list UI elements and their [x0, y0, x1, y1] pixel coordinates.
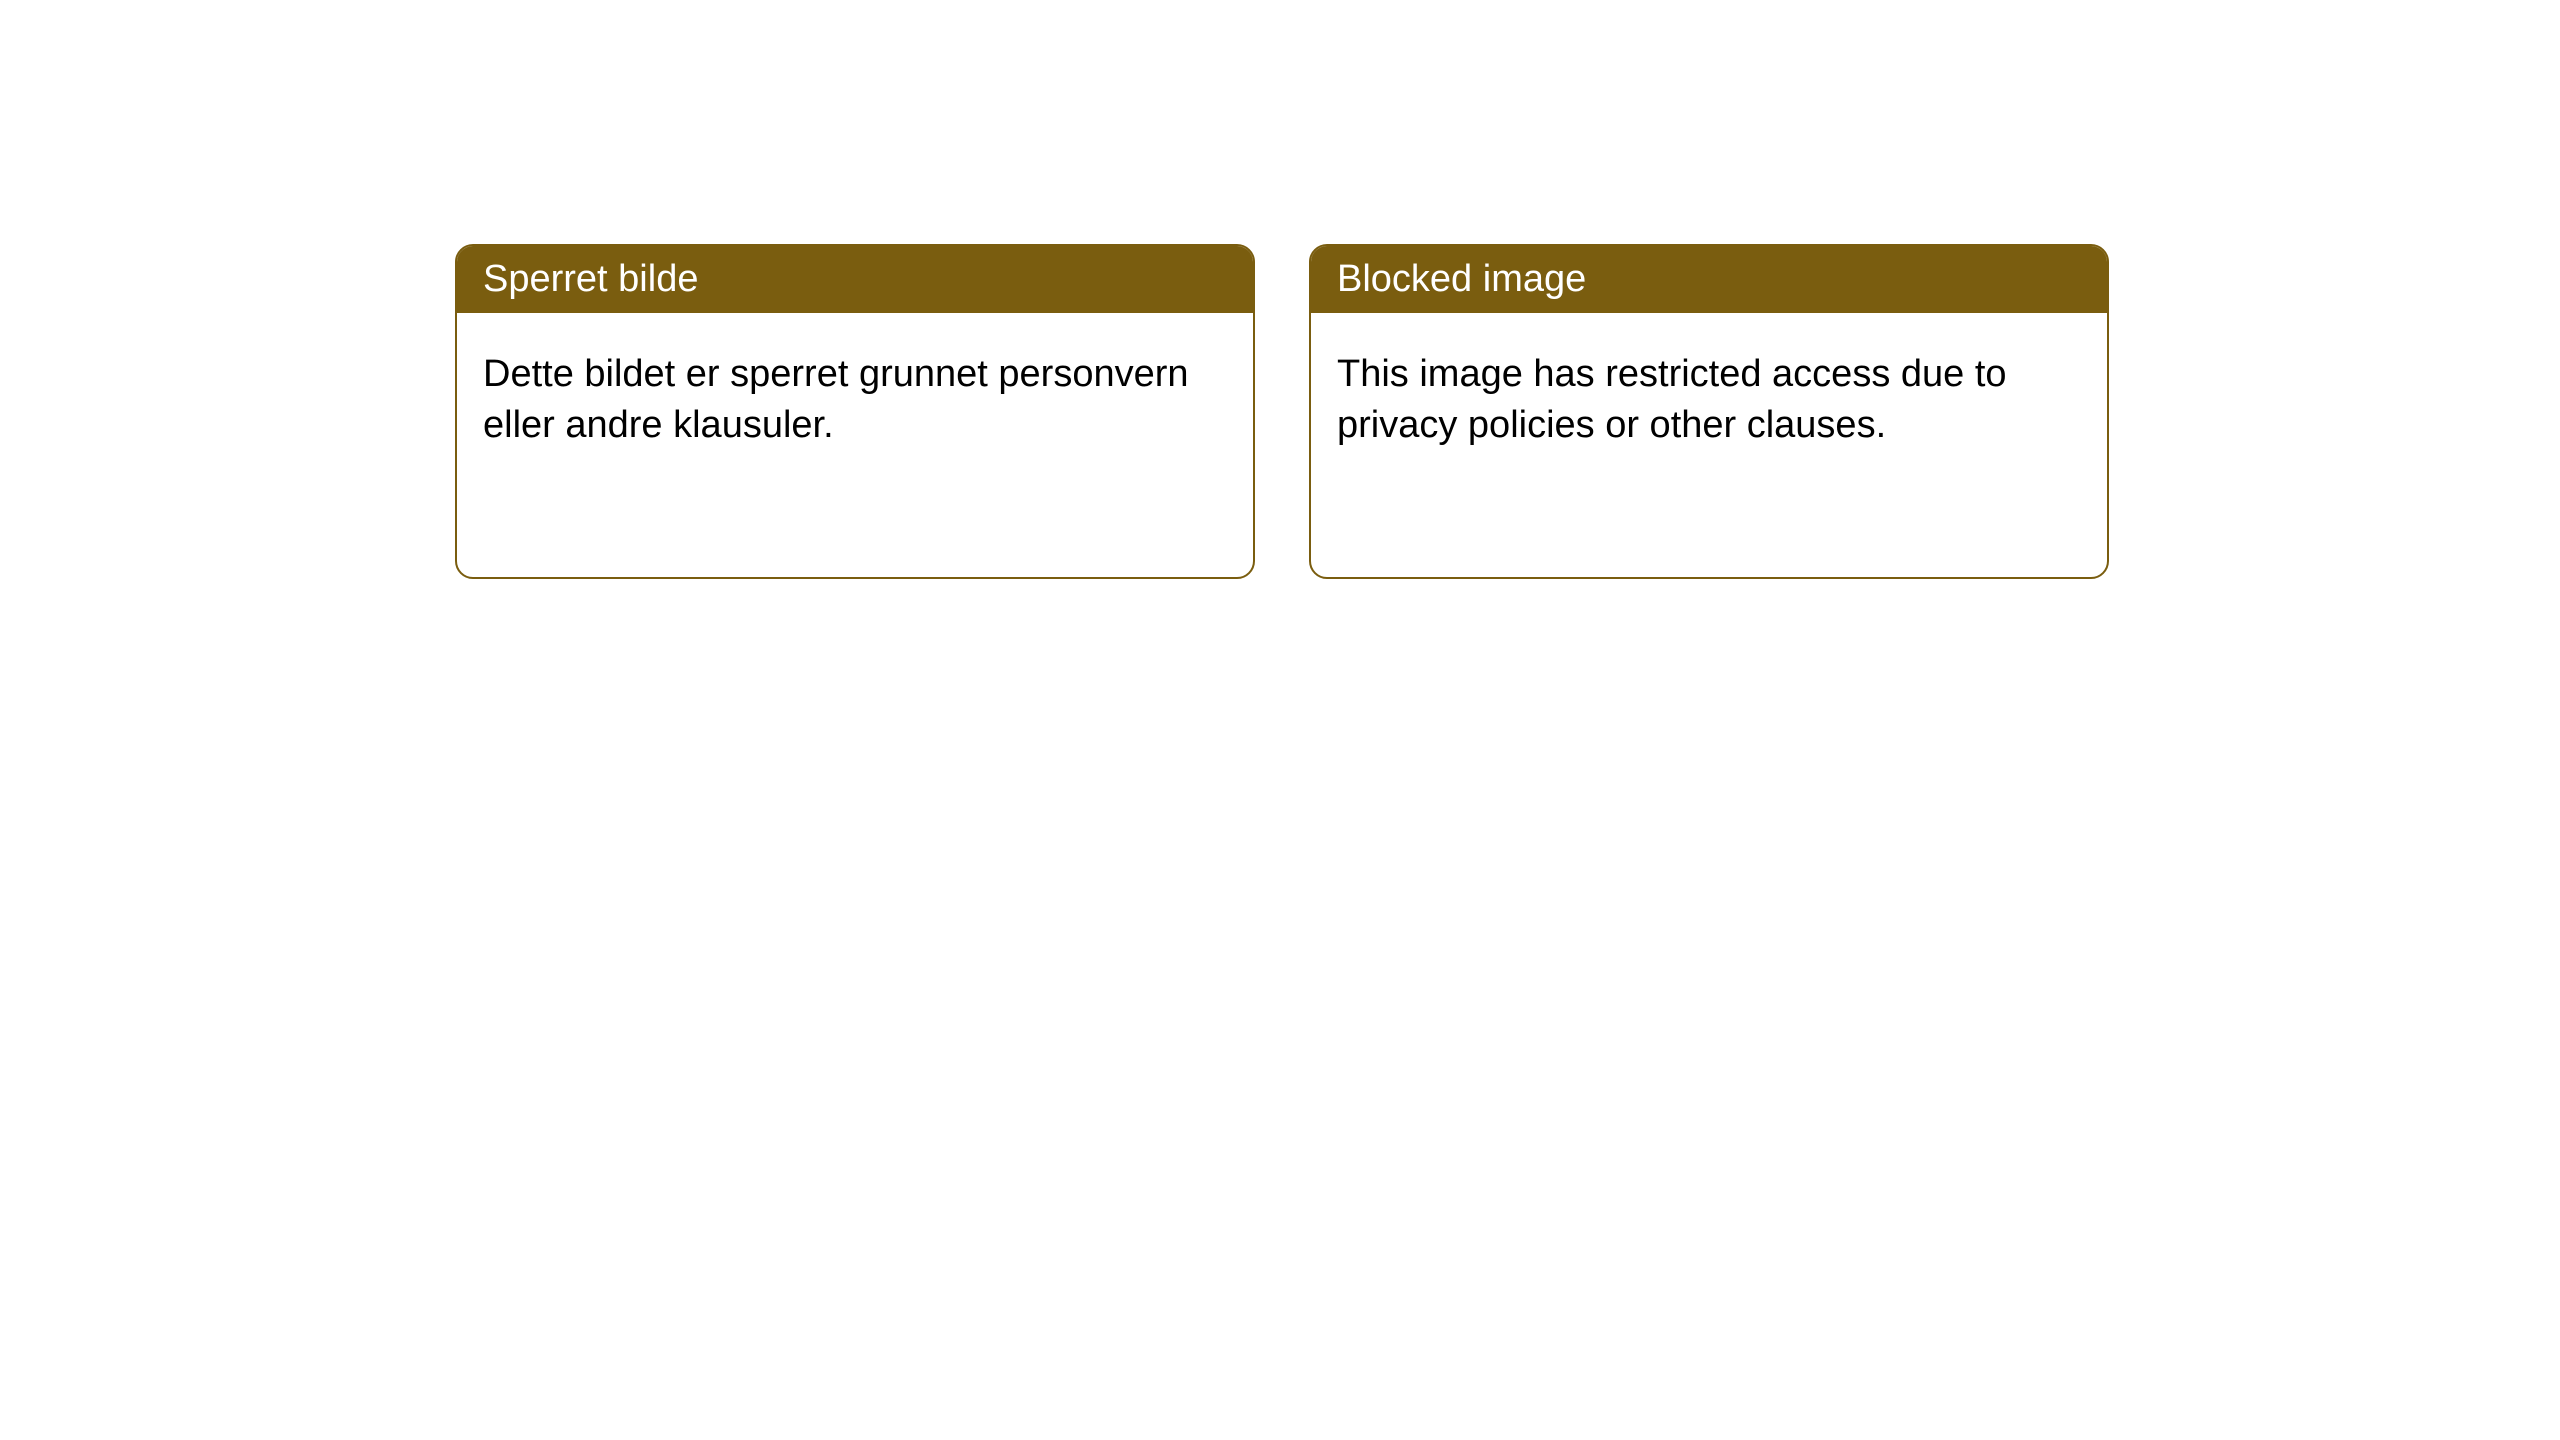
notice-body-english: This image has restricted access due to …: [1311, 313, 2107, 488]
notice-text-english: This image has restricted access due to …: [1337, 353, 2007, 446]
notice-header-norwegian: Sperret bilde: [457, 246, 1253, 313]
notice-title-norwegian: Sperret bilde: [483, 258, 698, 300]
notice-box-english: Blocked image This image has restricted …: [1309, 244, 2109, 579]
notice-text-norwegian: Dette bildet er sperret grunnet personve…: [483, 353, 1189, 446]
notice-container: Sperret bilde Dette bildet er sperret gr…: [0, 0, 2560, 579]
notice-body-norwegian: Dette bildet er sperret grunnet personve…: [457, 313, 1253, 488]
notice-title-english: Blocked image: [1337, 258, 1586, 300]
notice-box-norwegian: Sperret bilde Dette bildet er sperret gr…: [455, 244, 1255, 579]
notice-header-english: Blocked image: [1311, 246, 2107, 313]
